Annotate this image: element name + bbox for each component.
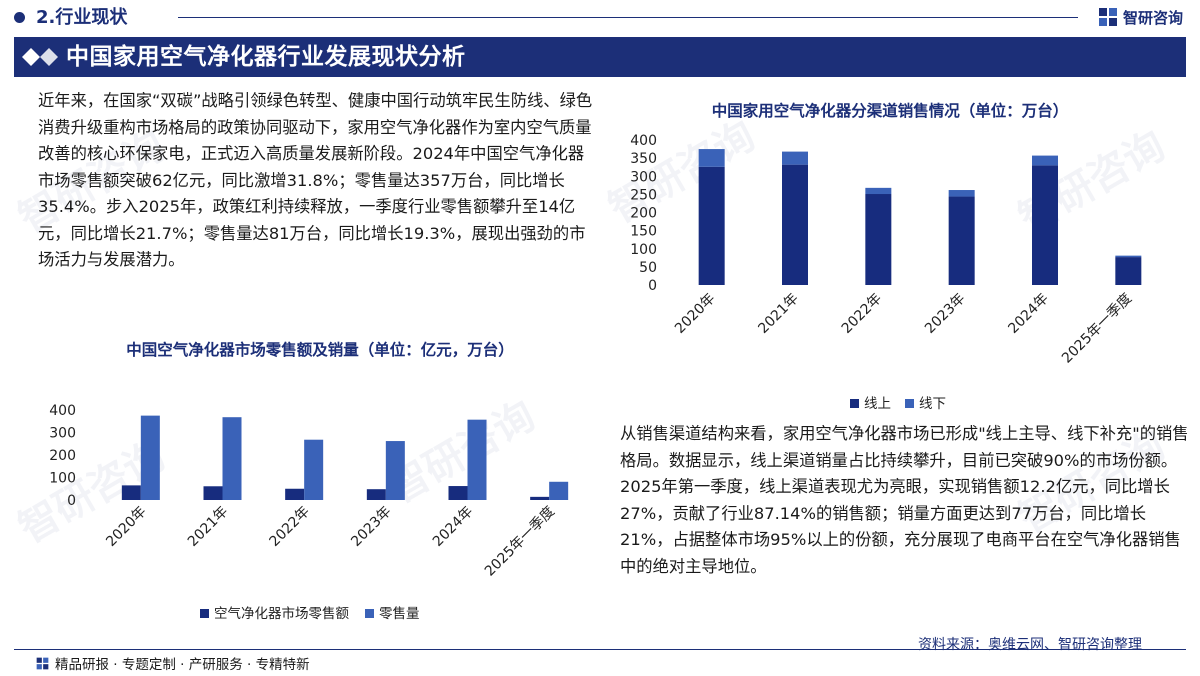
bar-retail-volume — [549, 481, 569, 500]
x-tick-label: 2022年 — [839, 291, 885, 337]
bar-retail-sales — [530, 496, 550, 500]
bar-retail-sales — [121, 485, 141, 500]
x-tick-label: 2024年 — [1005, 291, 1051, 337]
x-tick-label: 2024年 — [430, 504, 476, 550]
x-tick-label: 2021年 — [755, 291, 801, 337]
bar-offline — [698, 149, 725, 167]
y-tick-label: 200 — [49, 448, 76, 464]
x-tick-label: 2020年 — [103, 504, 149, 550]
page-title: 中国家用空气净化器行业发展现状分析 — [66, 44, 466, 70]
y-tick-label: 300 — [49, 426, 76, 442]
brand-logo: 智研咨询 — [1098, 5, 1183, 29]
y-tick-label: 150 — [630, 224, 657, 240]
legend-label: 零售量 — [379, 606, 420, 622]
y-tick-label: 200 — [630, 206, 657, 222]
bar-online — [698, 166, 725, 285]
bar-retail-sales — [203, 486, 223, 500]
title-bar — [14, 37, 1186, 77]
top-bar — [0, 0, 1200, 36]
bar-offline — [865, 187, 892, 195]
legend-label: 空气净化器市场零售额 — [214, 605, 349, 622]
bar-offline — [782, 151, 808, 165]
bar-retail-volume — [304, 439, 324, 500]
x-tick-label: 2025年一季度 — [1059, 291, 1135, 367]
retail-chart: 0 100 200 300 400 2020年 2021年 2022年 2023年 2024年 20… — [49, 403, 569, 622]
legend-swatch — [365, 609, 374, 618]
bullet-dot-icon — [14, 12, 25, 23]
bar-retail-sales — [366, 489, 386, 500]
y-tick-label: 100 — [630, 242, 657, 258]
brand-logo-text: 智研咨询 — [1123, 8, 1184, 27]
y-tick-label: 400 — [49, 403, 76, 419]
intro-paragraph: 近年来，在国家“双碳”战略引领绿色转型、健康中国行动筑牢民生防线、绿色消费升级重… — [38, 91, 593, 269]
section-label: 2.行业现状 — [36, 7, 128, 28]
y-tick-label: 300 — [630, 169, 657, 185]
y-tick-label: 100 — [49, 471, 76, 487]
bar-retail-sales — [448, 486, 468, 500]
bar-retail-volume — [222, 417, 242, 500]
bar-offline — [948, 190, 975, 197]
bar-online — [865, 194, 892, 285]
y-tick-label: 0 — [648, 278, 657, 294]
bar-retail-volume — [385, 441, 405, 500]
footer-services-text: 精品研报 · 专题定制 · 产研服务 · 专精特新 — [55, 657, 310, 673]
bar-retail-volume — [467, 419, 487, 500]
legend-swatch — [200, 609, 209, 618]
legend-swatch — [850, 399, 859, 408]
x-tick-label: 2023年 — [922, 291, 968, 337]
legend-swatch — [905, 399, 914, 408]
bar-online — [948, 196, 975, 285]
brand-logo-icon — [1099, 8, 1117, 26]
channel-paragraph: 从销售渠道结构来看，家用空气净化器市场已形成"线上主导、线下补充"的销售格局。数… — [620, 424, 1189, 576]
bar-retail-sales — [285, 488, 305, 500]
diamond-icon — [22, 44, 60, 70]
legend-label: 线下 — [919, 396, 946, 412]
bar-online — [782, 164, 808, 285]
y-tick-label: 50 — [639, 260, 657, 276]
y-tick-label: 400 — [630, 133, 657, 149]
bar-online — [1032, 165, 1058, 285]
bar-offline — [1115, 255, 1142, 258]
chart-title-channel: 中国家用空气净化器分渠道销售情况（单位：万台） — [711, 102, 1069, 120]
chart-title-retail: 中国空气净化器市场零售额及销量（单位：亿元，万台） — [126, 341, 514, 359]
channel-sales-chart: 0 50 100 150 200 250 300 350 400 2020年 2021年 2022年 2… — [630, 133, 1142, 412]
y-tick-label: 0 — [67, 493, 76, 509]
source-note: 资料来源：奥维云网、智研咨询整理 — [918, 637, 1142, 653]
footer-services: 精品研报 · 专题定制 · 产研服务 · 专精特新 — [36, 653, 310, 673]
footer-divider — [14, 649, 1186, 650]
x-tick-label: 2023年 — [348, 504, 394, 550]
bar-offline — [1032, 155, 1058, 166]
x-tick-label: 2022年 — [267, 504, 313, 550]
x-tick-label: 2025年一季度 — [482, 504, 558, 580]
header-divider — [178, 17, 1078, 18]
legend-label: 线上 — [864, 396, 891, 412]
bar-retail-volume — [140, 415, 160, 500]
bar-online — [1115, 257, 1142, 285]
y-tick-label: 250 — [630, 187, 657, 203]
brand-logo-icon — [36, 657, 49, 669]
y-tick-label: 350 — [630, 151, 657, 167]
x-tick-label: 2021年 — [185, 504, 231, 550]
x-tick-label: 2020年 — [672, 291, 718, 337]
